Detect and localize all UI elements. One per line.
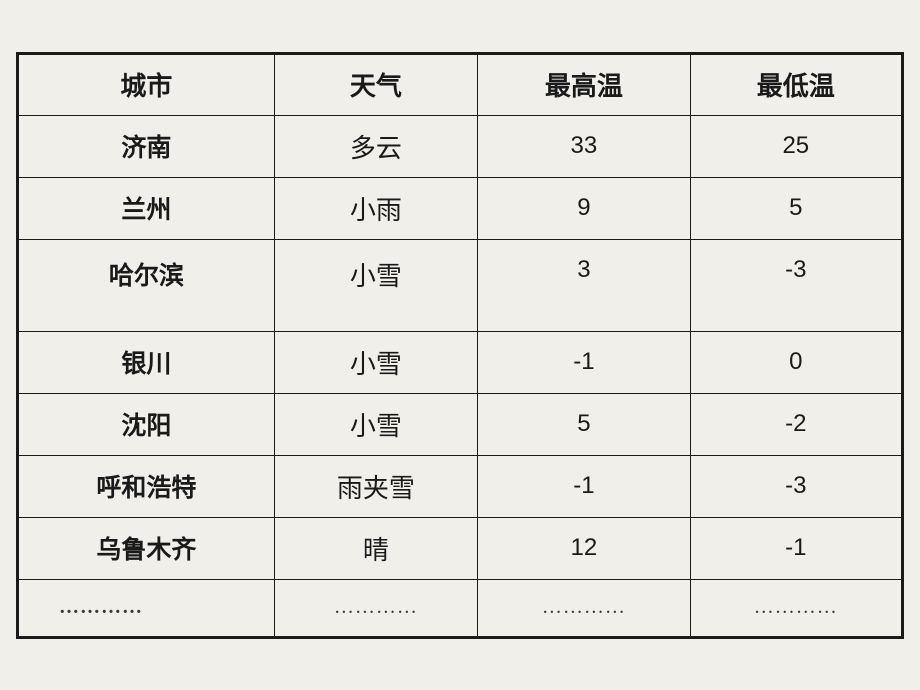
table-row: 乌鲁木齐 晴 12 -1: [18, 517, 903, 579]
table-body: 济南 多云 33 25 兰州 小雨 9 5 哈尔滨 小雪 3 -3 银川 小雪 …: [18, 115, 903, 637]
cell-low: 25: [690, 115, 902, 177]
cell-weather: 小雪: [274, 239, 478, 331]
cell-low: 5: [690, 177, 902, 239]
cell-weather: 雨夹雪: [274, 455, 478, 517]
cell-high: 12: [478, 517, 690, 579]
table-row: 济南 多云 33 25: [18, 115, 903, 177]
table-row: 沈阳 小雪 5 -2: [18, 393, 903, 455]
weather-table-container: 城市 天气 最高温 最低温 济南 多云 33 25 兰州 小雨 9 5 哈尔滨 …: [10, 46, 910, 645]
weather-table: 城市 天气 最高温 最低温 济南 多云 33 25 兰州 小雨 9 5 哈尔滨 …: [16, 52, 904, 639]
cell-ellipsis: …………: [274, 579, 478, 637]
cell-low: -3: [690, 239, 902, 331]
cell-high: 9: [478, 177, 690, 239]
table-header-row: 城市 天气 最高温 最低温: [18, 53, 903, 115]
cell-weather: 小雨: [274, 177, 478, 239]
cell-low: -3: [690, 455, 902, 517]
cell-high: -1: [478, 455, 690, 517]
cell-weather: 小雪: [274, 331, 478, 393]
cell-low: -1: [690, 517, 902, 579]
header-city: 城市: [18, 53, 275, 115]
cell-high: 5: [478, 393, 690, 455]
header-weather: 天气: [274, 53, 478, 115]
cell-city: 乌鲁木齐: [18, 517, 275, 579]
cell-low: 0: [690, 331, 902, 393]
cell-ellipsis: …………: [690, 579, 902, 637]
header-low: 最低温: [690, 53, 902, 115]
cell-city: 沈阳: [18, 393, 275, 455]
cell-low: -2: [690, 393, 902, 455]
table-row-ellipsis: ………… ………… ………… …………: [18, 579, 903, 637]
cell-weather: 多云: [274, 115, 478, 177]
cell-high: 33: [478, 115, 690, 177]
header-high: 最高温: [478, 53, 690, 115]
cell-city: 银川: [18, 331, 275, 393]
cell-ellipsis: …………: [18, 579, 275, 637]
cell-high: -1: [478, 331, 690, 393]
cell-ellipsis: …………: [478, 579, 690, 637]
cell-city: 哈尔滨: [18, 239, 275, 331]
table-row: 银川 小雪 -1 0: [18, 331, 903, 393]
cell-high: 3: [478, 239, 690, 331]
table-row: 兰州 小雨 9 5: [18, 177, 903, 239]
cell-weather: 小雪: [274, 393, 478, 455]
table-row: 哈尔滨 小雪 3 -3: [18, 239, 903, 331]
cell-city: 济南: [18, 115, 275, 177]
cell-city: 呼和浩特: [18, 455, 275, 517]
table-row: 呼和浩特 雨夹雪 -1 -3: [18, 455, 903, 517]
cell-city: 兰州: [18, 177, 275, 239]
cell-weather: 晴: [274, 517, 478, 579]
